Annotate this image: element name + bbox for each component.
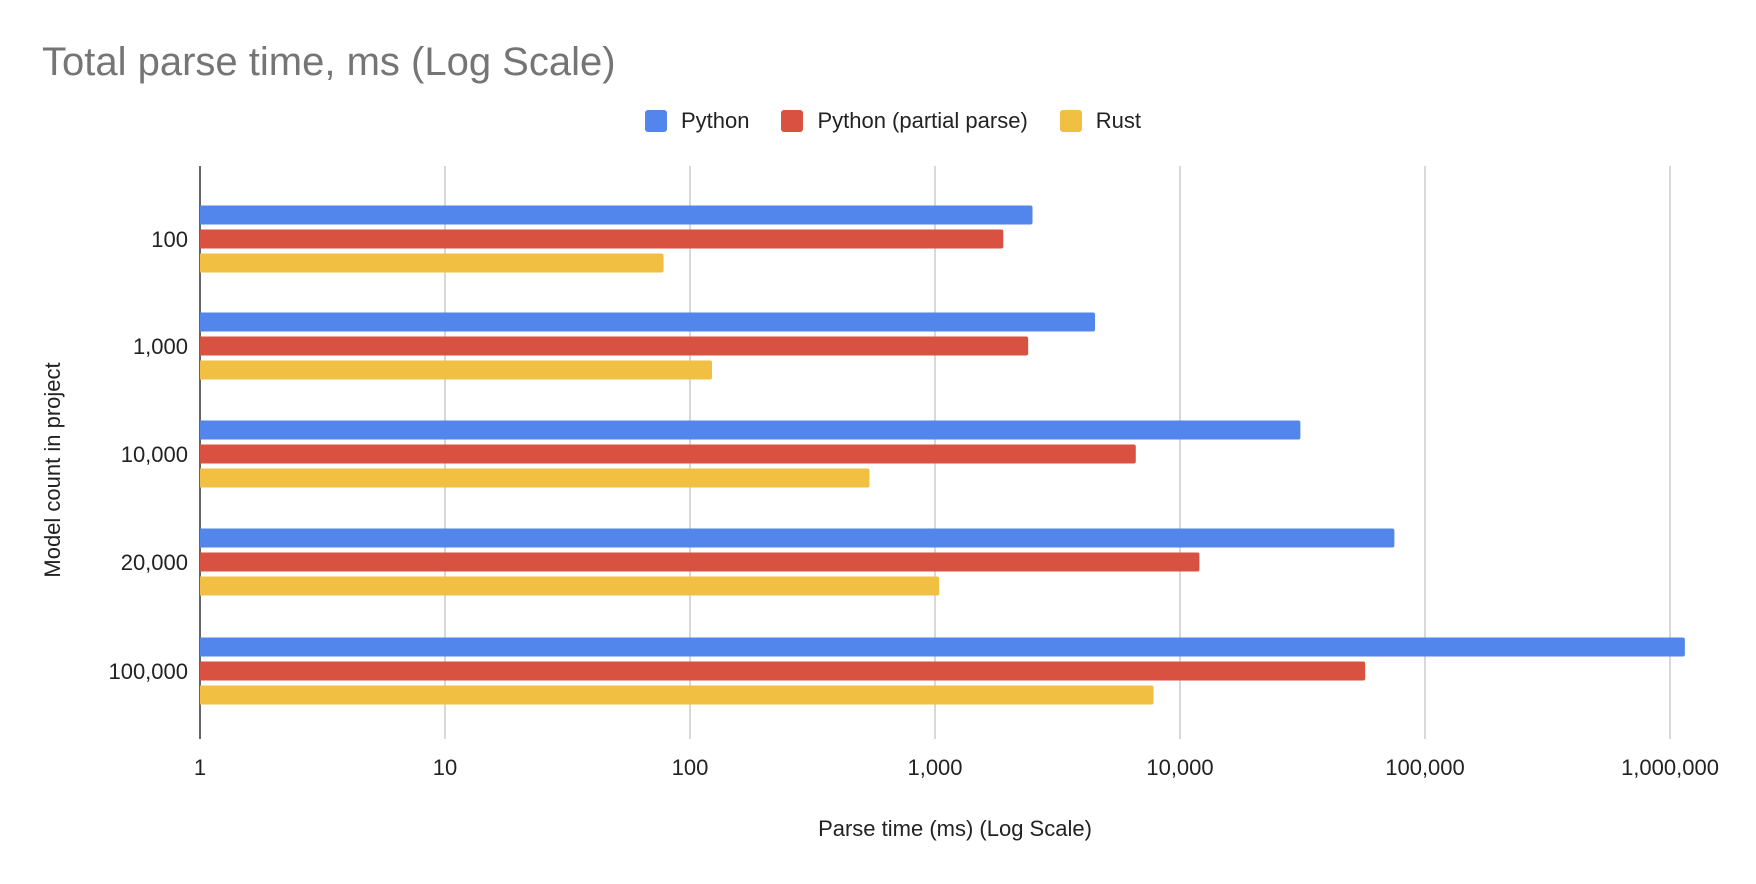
chart-title: Total parse time, ms (Log Scale) [42,40,616,84]
bar-python-partial-parse-1000[interactable] [200,336,1029,356]
x-axis-title: Parse time (ms) (Log Scale) [818,816,1092,841]
x-tick-label: 10,000 [1146,755,1213,780]
y-axis-title: Model count in project [40,362,65,577]
bar-rust-100[interactable] [200,253,664,273]
bar-python-100[interactable] [200,205,1033,225]
bar-python-10000[interactable] [200,420,1301,440]
bar-rust-20000[interactable] [200,576,940,596]
legend-item-rust[interactable]: Rust [1059,108,1142,134]
legend-swatch-python-partial [781,110,804,132]
legend-item-python-partial[interactable]: Python (partial parse) [781,108,1028,134]
y-tick-label: 1,000 [133,334,188,359]
x-tick-label: 1,000,000 [1621,755,1719,780]
bar-python-partial-parse-20000[interactable] [200,552,1200,572]
bar-python-partial-parse-100[interactable] [200,229,1004,249]
y-tick-label: 10,000 [121,442,188,467]
y-tick-label: 20,000 [121,550,188,575]
x-tick-label: 1,000 [907,755,962,780]
x-tick-label: 1 [194,755,206,780]
legend-label: Python (partial parse) [817,108,1028,133]
legend-swatch-python [644,110,667,132]
bar-python-1000[interactable] [200,312,1096,332]
bar-python-partial-parse-10000[interactable] [200,444,1136,464]
x-tick-label: 100,000 [1385,755,1465,780]
bar-rust-1000[interactable] [199,360,713,380]
legend-label: Rust [1095,108,1142,133]
legend: Python Python (partial parse) Rust [0,108,1756,134]
bar-python-partial-parse-100000[interactable] [200,661,1366,681]
legend-label: Python [680,108,750,133]
bar-python-20000[interactable] [200,528,1395,548]
bar-rust-10000[interactable] [200,468,870,488]
x-tick-label: 100 [672,755,709,780]
legend-swatch-rust [1059,110,1082,132]
bar-rust-100000[interactable] [200,685,1154,705]
bar-python-100000[interactable] [200,637,1685,657]
y-tick-label: 100 [151,227,188,252]
y-tick-label: 100,000 [108,659,188,684]
legend-item-python[interactable]: Python [644,108,750,134]
x-tick-label: 10 [433,755,457,780]
